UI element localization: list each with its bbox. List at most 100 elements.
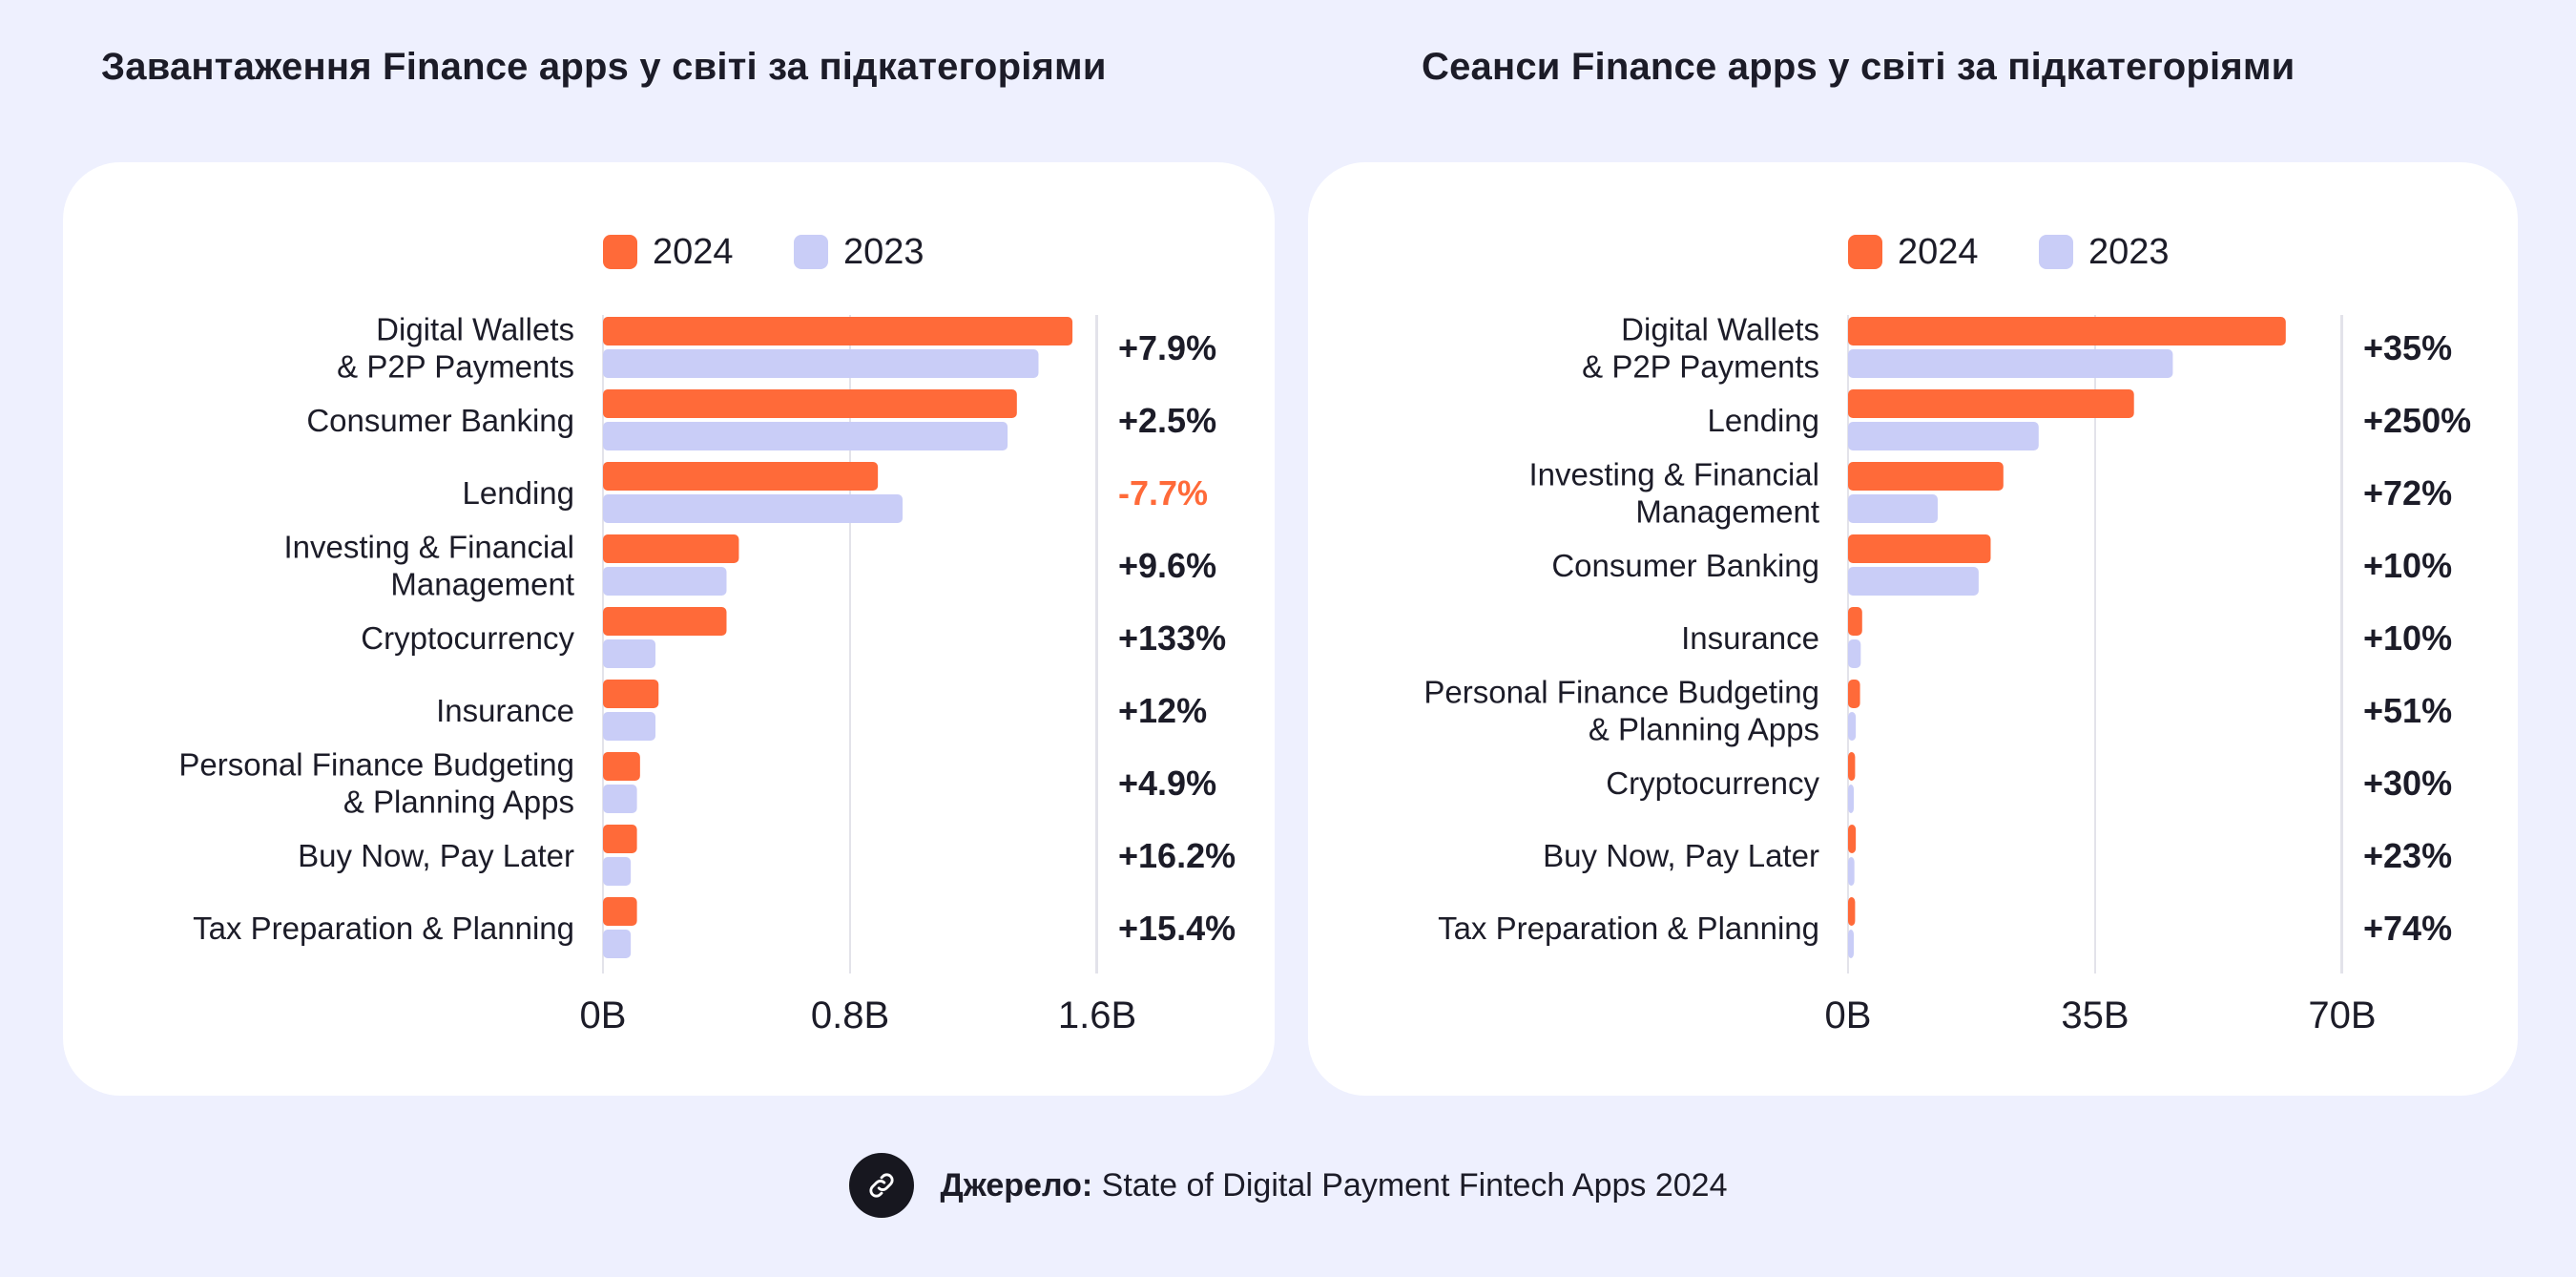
- x-tick-label: 35B: [2061, 994, 2129, 1036]
- category-label-line: Insurance: [1681, 620, 1819, 656]
- bar-2023: [1848, 422, 2039, 450]
- change-label: +4.9%: [1118, 764, 1216, 803]
- bar-2023: [1848, 712, 1857, 741]
- category-label-line: Consumer Banking: [1551, 548, 1819, 583]
- category-label-line: Management: [390, 567, 574, 602]
- bar-2023: [1848, 785, 1854, 813]
- category-label: Consumer Banking: [306, 403, 574, 438]
- bar-2024: [1848, 462, 2004, 491]
- x-tick-label: 1.6B: [1058, 994, 1136, 1036]
- category-label: Digital Wallets & P2P Payments: [1582, 312, 1819, 385]
- legend-swatch-2024: [603, 235, 637, 269]
- change-label: +250%: [2363, 401, 2471, 440]
- category-label-line: Lending: [463, 475, 574, 511]
- change-label: +30%: [2363, 764, 2452, 803]
- change-label: +72%: [2363, 473, 2452, 513]
- category-label: Insurance: [1681, 620, 1819, 656]
- legend-swatch-2024: [1848, 235, 1882, 269]
- x-tick-label: 0B: [1825, 994, 1872, 1036]
- category-label: Investing & Financial Management: [284, 530, 575, 602]
- source-footer: Джерело: State of Digital Payment Fintec…: [0, 1153, 2576, 1218]
- bar-2024: [603, 680, 659, 708]
- bar-2024: [1848, 534, 1991, 563]
- category-label-line: Tax Preparation & Planning: [193, 911, 574, 946]
- category-label-line: Cryptocurrency: [1606, 765, 1819, 801]
- category-label: Lending: [1708, 403, 1819, 438]
- bar-2024: [603, 534, 739, 563]
- category-label-line: Digital Wallets: [376, 312, 574, 347]
- category-label-line: Management: [1635, 494, 1819, 530]
- bar-2024: [1848, 389, 2134, 418]
- bar-2023: [603, 639, 656, 668]
- category-label-line: Digital Wallets: [1621, 312, 1819, 347]
- legend-label-2023: 2023: [2088, 232, 2170, 272]
- bar-2023: [603, 422, 1008, 450]
- change-label: +9.6%: [1118, 546, 1216, 585]
- source-label: Джерело:: [940, 1166, 1093, 1204]
- chart-title-sessions: Сеанси Finance apps у світі за підкатего…: [1422, 46, 2296, 88]
- bar-2024: [603, 462, 879, 491]
- change-label: +10%: [2363, 546, 2452, 585]
- bar-2024: [1848, 607, 1862, 636]
- category-label-line: Personal Finance Budgeting: [178, 747, 574, 783]
- bar-2023: [1848, 930, 1854, 958]
- category-label: Consumer Banking: [1551, 548, 1819, 583]
- chart-title-downloads: Завантаження Finance apps у світі за під…: [101, 46, 1107, 88]
- change-label: +2.5%: [1118, 401, 1216, 440]
- downloads-bar-chart: 2024 2023 Digital Wallets & P2P Payments +7.…: [178, 232, 1236, 1036]
- change-label: +7.9%: [1118, 328, 1216, 367]
- bar-2023: [603, 857, 632, 886]
- bar-2024: [603, 752, 640, 781]
- change-label: +12%: [1118, 691, 1207, 730]
- category-label-line: Cryptocurrency: [361, 620, 574, 656]
- change-label: +74%: [2363, 909, 2452, 948]
- bar-2023: [1848, 567, 1979, 596]
- downloads-chart-card: 2024 2023 Digital Wallets & P2P Payments +7.…: [63, 162, 1275, 1096]
- category-label: Tax Preparation & Planning: [1438, 911, 1819, 946]
- category-label: Digital Wallets & P2P Payments: [337, 312, 574, 385]
- bar-2023: [1848, 857, 1855, 886]
- legend: 2024 2023: [1848, 232, 2170, 272]
- link-icon[interactable]: [848, 1153, 914, 1218]
- bar-2024: [603, 317, 1073, 345]
- bar-2023: [1848, 494, 1938, 523]
- bar-2023: [603, 712, 656, 741]
- category-label-line: Buy Now, Pay Later: [298, 838, 574, 873]
- change-label: +133%: [1118, 618, 1226, 658]
- category-label: Tax Preparation & Planning: [193, 911, 574, 946]
- legend-label-2024: 2024: [1898, 232, 1979, 272]
- x-tick-label: 0B: [580, 994, 627, 1036]
- bar-2023: [603, 567, 727, 596]
- bar-2023: [1848, 639, 1861, 668]
- legend-label-2023: 2023: [843, 232, 924, 272]
- category-label: Personal Finance Budgeting & Planning App…: [178, 747, 574, 820]
- category-label-line: & Planning Apps: [1589, 712, 1819, 747]
- bar-2024: [603, 389, 1017, 418]
- bar-2023: [603, 349, 1039, 378]
- legend: 2024 2023: [603, 232, 924, 272]
- change-label: +35%: [2363, 328, 2452, 367]
- category-label-line: Lending: [1708, 403, 1819, 438]
- category-label-line: Investing & Financial: [284, 530, 575, 565]
- bar-2024: [603, 897, 637, 926]
- category-label: Investing & Financial Management: [1529, 457, 1820, 530]
- bar-2024: [1848, 897, 1856, 926]
- category-label-line: & Planning Apps: [343, 785, 574, 820]
- change-label: +10%: [2363, 618, 2452, 658]
- change-label: +15.4%: [1118, 909, 1236, 948]
- category-label: Buy Now, Pay Later: [1543, 838, 1819, 873]
- source-text: Джерело: State of Digital Payment Fintec…: [941, 1167, 1728, 1204]
- category-label-line: Insurance: [436, 693, 574, 728]
- category-label: Personal Finance Budgeting & Planning App…: [1423, 675, 1819, 747]
- category-label-line: Consumer Banking: [306, 403, 574, 438]
- bar-2024: [603, 607, 727, 636]
- category-label: Lending: [463, 475, 574, 511]
- bar-2023: [603, 494, 904, 523]
- bar-2024: [1848, 317, 2286, 345]
- sessions-bar-chart: 2024 2023 Digital Wallets & P2P Payments +35…: [1423, 232, 2471, 1036]
- category-label-line: & P2P Payments: [337, 349, 574, 385]
- bar-2023: [1848, 349, 2173, 378]
- category-label: Buy Now, Pay Later: [298, 838, 574, 873]
- bar-2024: [1848, 680, 1860, 708]
- legend-swatch-2023: [794, 235, 828, 269]
